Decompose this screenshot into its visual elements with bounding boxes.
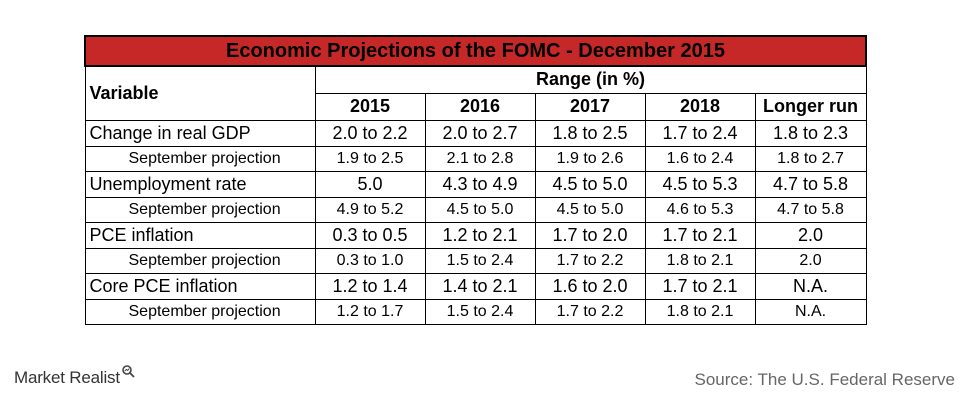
table-row: September projection 4.9 to 5.2 4.5 to 5… (84, 196, 867, 223)
table-cell: 1.8 to 2.1 (644, 298, 756, 325)
year-header: 2018 (644, 92, 756, 121)
range-header: Range (in %) (314, 65, 867, 94)
table-cell: N.A. (754, 298, 867, 325)
table-cell: 1.7 to 2.1 (644, 272, 756, 300)
year-header: Longer run (754, 92, 867, 121)
table-cell: 1.2 to 1.4 (314, 272, 426, 300)
table-row: Change in real GDP 2.0 to 2.2 2.0 to 2.7… (84, 119, 867, 147)
year-header: 2017 (534, 92, 646, 121)
row-label: Core PCE inflation (84, 272, 316, 300)
table-cell: 0.3 to 1.0 (314, 247, 426, 274)
table-cell: 2.1 to 2.8 (424, 145, 536, 172)
table-cell: 1.7 to 2.2 (534, 247, 646, 274)
table-cell: 1.9 to 2.5 (314, 145, 426, 172)
table-row: September projection 1.9 to 2.5 2.1 to 2… (84, 145, 867, 172)
row-label: Unemployment rate (84, 170, 316, 198)
row-label: PCE inflation (84, 221, 316, 249)
table-cell: 2.0 to 2.7 (424, 119, 536, 147)
row-label: September projection (84, 298, 316, 325)
table-cell: 4.7 to 5.8 (754, 196, 867, 223)
magnifier-icon (121, 363, 135, 383)
table-cell: 1.8 to 2.7 (754, 145, 867, 172)
variable-header: Variable (84, 65, 316, 121)
row-label: September projection (84, 145, 316, 172)
table-cell: 1.7 to 2.4 (644, 119, 756, 147)
table-cell: 1.4 to 2.1 (424, 272, 536, 300)
table-cell: 4.7 to 5.8 (754, 170, 867, 198)
table-cell: 1.5 to 2.4 (424, 298, 536, 325)
row-label: September projection (84, 196, 316, 223)
table-cell: 4.6 to 5.3 (644, 196, 756, 223)
table-cell: 5.0 (314, 170, 426, 198)
table-row: PCE inflation 0.3 to 0.5 1.2 to 2.1 1.7 … (84, 221, 867, 249)
market-realist-logo: Market Realist (14, 365, 135, 388)
year-header: 2016 (424, 92, 536, 121)
table-cell: 1.7 to 2.1 (644, 221, 756, 249)
table-title: Economic Projections of the FOMC - Decem… (83, 35, 868, 67)
table-cell: 2.0 (754, 221, 867, 249)
table-cell: 1.8 to 2.5 (534, 119, 646, 147)
table-cell: 1.7 to 2.2 (534, 298, 646, 325)
table-row: September projection 0.3 to 1.0 1.5 to 2… (84, 247, 867, 274)
table-cell: 1.8 to 2.1 (644, 247, 756, 274)
table-cell: 1.8 to 2.3 (754, 119, 867, 147)
table-cell: 4.9 to 5.2 (314, 196, 426, 223)
table-row: Unemployment rate 5.0 4.3 to 4.9 4.5 to … (84, 170, 867, 198)
table-cell: 4.5 to 5.0 (534, 170, 646, 198)
year-header: 2015 (314, 92, 426, 121)
table-cell: 1.2 to 2.1 (424, 221, 536, 249)
table-cell: 1.7 to 2.0 (534, 221, 646, 249)
table-cell: 0.3 to 0.5 (314, 221, 426, 249)
table-cell: 1.2 to 1.7 (314, 298, 426, 325)
projections-table: Economic Projections of the FOMC - Decem… (83, 35, 868, 325)
table-cell: 4.5 to 5.3 (644, 170, 756, 198)
table-cell: 4.5 to 5.0 (534, 196, 646, 223)
source-caption: Source: The U.S. Federal Reserve (694, 370, 955, 389)
table-cell: 1.6 to 2.0 (534, 272, 646, 300)
table-cell: 2.0 (754, 247, 867, 274)
projections-table-container: Economic Projections of the FOMC - Decem… (83, 35, 868, 325)
table-cell: 4.5 to 5.0 (424, 196, 536, 223)
row-label: September projection (84, 247, 316, 274)
brand-name: Market Realist (14, 368, 120, 387)
table-cell: 1.9 to 2.6 (534, 145, 646, 172)
table-cell: 1.5 to 2.4 (424, 247, 536, 274)
table-cell: 2.0 to 2.2 (314, 119, 426, 147)
table-row: Core PCE inflation 1.2 to 1.4 1.4 to 2.1… (84, 272, 867, 300)
table-cell: 4.3 to 4.9 (424, 170, 536, 198)
table-cell: N.A. (754, 272, 867, 300)
table-row: September projection 1.2 to 1.7 1.5 to 2… (84, 298, 867, 325)
row-label: Change in real GDP (84, 119, 316, 147)
table-cell: 1.6 to 2.4 (644, 145, 756, 172)
